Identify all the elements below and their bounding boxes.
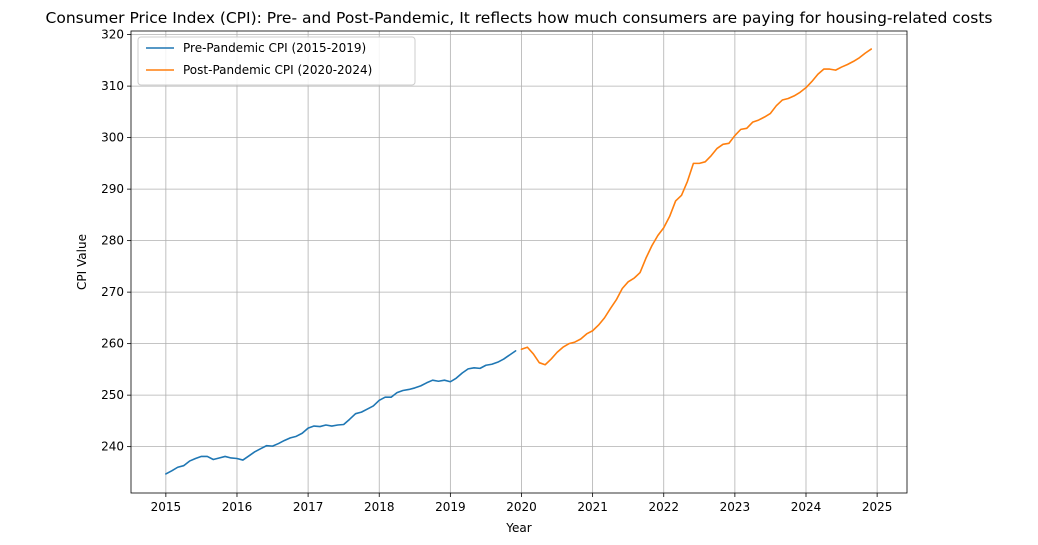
series-line-post-pandemic — [520, 48, 873, 366]
series-layer — [165, 48, 873, 475]
y-tick-label: 310 — [101, 79, 124, 93]
y-axis-label: CPI Value — [75, 234, 89, 290]
legend: Pre-Pandemic CPI (2015-2019) Post-Pandem… — [137, 36, 416, 86]
y-tick-label: 240 — [101, 440, 124, 454]
y-tick-label: 260 — [101, 337, 124, 351]
x-axis-ticks: 2015 2016 2017 2018 2019 2020 2021 2022 2023 2024… — [151, 493, 893, 514]
chart-title: Consumer Price Index (CPI): Pre- and Pos… — [46, 9, 993, 27]
x-tick-label: 2019 — [435, 500, 466, 514]
x-tick-label: 2016 — [222, 500, 253, 514]
y-tick-label: 290 — [101, 182, 124, 196]
x-tick-label: 2023 — [720, 500, 751, 514]
legend-label-pre-pandemic: Pre-Pandemic CPI (2015-2019) — [183, 41, 366, 55]
x-tick-label: 2017 — [293, 500, 324, 514]
legend-box — [137, 36, 416, 86]
x-tick-label: 2024 — [791, 500, 822, 514]
legend-label-post-pandemic: Post-Pandemic CPI (2020-2024) — [183, 63, 372, 77]
x-tick-label: 2015 — [151, 500, 182, 514]
x-tick-label: 2021 — [577, 500, 608, 514]
y-tick-label: 300 — [101, 131, 124, 145]
x-tick-label: 2018 — [364, 500, 395, 514]
x-tick-label: 2025 — [862, 500, 893, 514]
grid-lines — [131, 31, 907, 493]
y-tick-label: 280 — [101, 234, 124, 248]
x-tick-label: 2020 — [506, 500, 537, 514]
x-tick-label: 2022 — [648, 500, 679, 514]
x-axis-label: Year — [505, 521, 531, 535]
series-line-pre-pandemic — [165, 350, 517, 475]
y-axis-ticks: 240 250 260 270 280 290 300 310 320 — [101, 28, 131, 454]
y-tick-label: 320 — [101, 28, 124, 42]
plot-frame — [130, 30, 908, 494]
y-tick-label: 250 — [101, 388, 124, 402]
y-tick-label: 270 — [101, 285, 124, 299]
